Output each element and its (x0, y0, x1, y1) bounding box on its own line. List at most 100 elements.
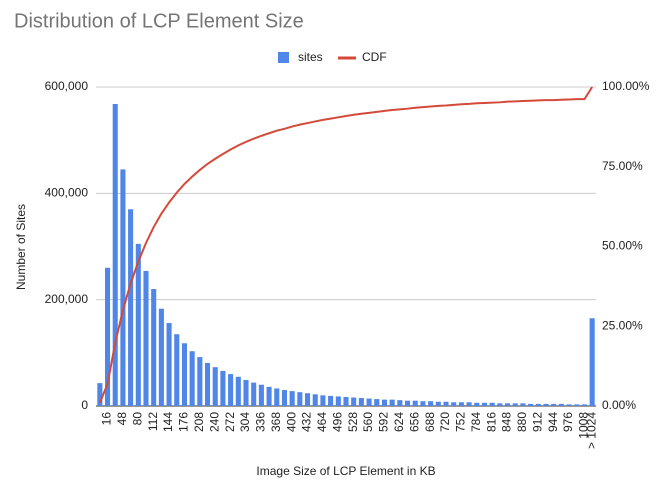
bar (574, 404, 580, 406)
bar (328, 395, 334, 406)
bar (220, 370, 226, 406)
x-tick-label: 656 (407, 412, 421, 432)
bar (512, 403, 518, 406)
bar (335, 396, 341, 406)
y2-tick-label: 50.00% (602, 239, 643, 253)
bar (181, 343, 187, 406)
bar (312, 394, 318, 406)
bar (543, 403, 549, 406)
x-tick-label: 304 (238, 412, 252, 432)
x-tick-label: 1008 (577, 412, 591, 439)
bar (443, 401, 449, 406)
legend-swatch (278, 52, 289, 63)
x-tick-label: 976 (561, 412, 575, 432)
bar (489, 402, 495, 406)
x-tick-label: 560 (361, 412, 375, 432)
bar (105, 267, 111, 406)
x-tick-label: 816 (484, 412, 498, 432)
bar (389, 399, 395, 406)
bar (174, 334, 180, 406)
y2-tick-label: 25.00% (602, 318, 643, 332)
x-tick-label: 848 (500, 412, 514, 432)
x-tick-label: > 1024 (584, 412, 598, 449)
y-tick-label: 0 (81, 398, 88, 412)
bar (520, 403, 526, 406)
bar (566, 404, 572, 406)
x-tick-label: 16 (100, 412, 114, 426)
y-axis-label: Number of Sites (14, 204, 28, 290)
bar (120, 169, 126, 406)
bar (274, 388, 280, 406)
bar (374, 399, 380, 406)
x-tick-label: 592 (377, 412, 391, 432)
x-tick-label: 80 (130, 412, 144, 426)
bar (166, 323, 172, 406)
bar (497, 403, 503, 406)
y2-tick-label: 0.00% (602, 398, 636, 412)
y-tick-label: 200,000 (45, 292, 89, 306)
bar (189, 351, 195, 406)
bar (235, 376, 241, 406)
bar (558, 403, 564, 406)
x-tick-label: 144 (161, 412, 175, 432)
y2-tick-label: 75.00% (602, 159, 643, 173)
bar (481, 402, 487, 406)
bar (228, 374, 234, 406)
x-tick-label: 48 (115, 412, 129, 426)
bar (258, 384, 264, 406)
bar (451, 402, 457, 406)
x-tick-label: 880 (515, 412, 529, 432)
x-tick-label: 432 (300, 412, 314, 432)
bar (305, 393, 311, 406)
bar (128, 209, 134, 406)
bar (135, 243, 141, 406)
x-tick-label: 272 (223, 412, 237, 432)
cdf-line (98, 86, 593, 404)
chart-title: Distribution of LCP Element Size (14, 10, 304, 32)
bar (320, 395, 326, 406)
x-tick-label: 208 (192, 412, 206, 432)
x-tick-label: 528 (346, 412, 360, 432)
legend-label: sites (298, 50, 323, 64)
y2-tick-label: 100.00% (602, 79, 650, 93)
x-tick-label: 176 (177, 412, 191, 432)
bar (112, 104, 118, 406)
bar (581, 404, 587, 406)
x-tick-label: 752 (454, 412, 468, 432)
bar (143, 270, 149, 406)
bar (358, 398, 364, 406)
x-tick-label: 912 (530, 412, 544, 432)
bar (420, 401, 426, 406)
bar (243, 379, 249, 406)
y-tick-label: 400,000 (45, 186, 89, 200)
x-tick-label: 336 (254, 412, 268, 432)
bar (397, 400, 403, 406)
bar (289, 391, 295, 406)
bar (535, 403, 541, 406)
x-tick-label: 688 (423, 412, 437, 432)
bar (97, 383, 103, 406)
x-tick-label: 464 (315, 412, 329, 432)
bar (528, 403, 534, 406)
bar (366, 398, 372, 406)
bar (197, 357, 203, 406)
bar (435, 401, 441, 406)
bar (505, 403, 511, 406)
bar (281, 390, 287, 406)
bar (589, 318, 595, 406)
bar (158, 308, 164, 406)
y-tick-label: 600,000 (45, 79, 89, 93)
bar (212, 367, 218, 406)
bar (297, 392, 303, 406)
x-tick-label: 720 (438, 412, 452, 432)
bar (551, 403, 557, 406)
x-tick-label: 944 (546, 412, 560, 432)
x-axis-label: Image Size of LCP Element in KB (256, 464, 435, 478)
x-tick-label: 368 (269, 412, 283, 432)
x-tick-label: 784 (469, 412, 483, 432)
bar (205, 362, 211, 406)
bar (151, 289, 157, 406)
x-tick-label: 624 (392, 412, 406, 432)
bar (381, 399, 387, 406)
